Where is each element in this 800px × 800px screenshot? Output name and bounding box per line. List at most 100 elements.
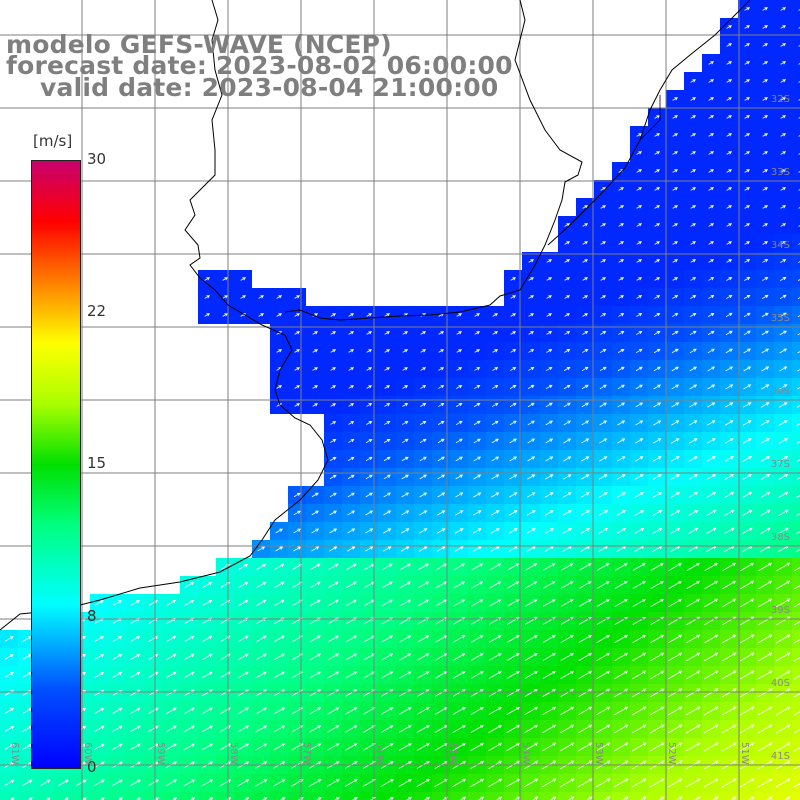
wind-arrow — [452, 689, 466, 697]
wind-arrow — [614, 581, 628, 589]
wind-arrow — [419, 438, 427, 444]
wind-arrow — [276, 295, 283, 299]
wind-speed-cell — [792, 144, 800, 162]
wind-arrow — [399, 653, 412, 661]
wind-arrow — [635, 348, 643, 354]
wind-arrow — [649, 742, 665, 752]
wind-arrow — [762, 7, 769, 11]
wind-speed-cell — [792, 324, 800, 342]
wind-speed-cell — [90, 792, 108, 800]
wind-arrow — [708, 259, 715, 263]
wind-arrow — [488, 742, 503, 752]
wind-arrow — [452, 742, 466, 751]
wind-arrow — [578, 670, 593, 680]
wind-arrow — [527, 420, 535, 426]
wind-arrow — [707, 330, 715, 336]
wind-arrow — [309, 563, 321, 571]
wind-arrow — [130, 671, 141, 679]
wind-arrow — [600, 295, 607, 299]
wind-arrow — [57, 779, 69, 787]
wind-speed-cell — [792, 612, 800, 630]
wind-arrow — [509, 420, 517, 426]
wind-arrow — [531, 796, 539, 800]
wind-arrow — [419, 456, 427, 462]
wind-arrow — [740, 562, 755, 572]
wind-arrow — [739, 652, 755, 662]
wind-arrow — [526, 546, 537, 552]
wind-arrow — [649, 724, 665, 734]
wind-arrow — [793, 711, 800, 716]
wind-arrow — [780, 187, 787, 191]
wind-arrow — [383, 456, 391, 462]
wind-arrow — [703, 778, 719, 788]
wind-arrow — [399, 671, 412, 679]
wind-arrow — [452, 778, 467, 788]
wind-arrow — [600, 331, 607, 335]
lat-label: 32S — [770, 94, 790, 105]
lat-label: 38S — [770, 532, 790, 543]
wind-arrow — [528, 259, 535, 263]
wind-arrow — [776, 598, 791, 608]
wind-speed-cell — [792, 702, 800, 720]
wind-arrow — [420, 385, 427, 389]
wind-arrow — [654, 169, 661, 173]
wind-arrow — [780, 7, 787, 11]
wind-arrow — [315, 797, 322, 800]
wind-arrow — [775, 706, 791, 716]
wind-arrow — [384, 403, 391, 407]
wind-arrow — [685, 724, 701, 734]
wind-arrow — [796, 495, 800, 499]
wind-arrow — [581, 420, 590, 426]
wind-arrow — [351, 797, 358, 800]
wind-arrow — [452, 707, 466, 715]
wind-arrow — [618, 313, 625, 317]
wind-arrow — [311, 510, 319, 516]
wind-arrow — [330, 403, 337, 407]
wind-arrow — [240, 295, 247, 299]
wind-arrow — [744, 223, 751, 227]
wind-arrow — [416, 778, 431, 787]
wind-arrow — [757, 778, 773, 788]
wind-speed-cell — [666, 792, 684, 800]
wind-arrow — [580, 492, 590, 498]
wind-arrow — [402, 349, 409, 353]
wind-arrow — [707, 366, 716, 372]
wind-arrow — [527, 402, 535, 408]
wind-arrow — [526, 528, 536, 534]
wind-arrow — [618, 259, 625, 263]
wind-arrow — [380, 725, 394, 733]
wind-speed-cell — [594, 792, 612, 800]
wind-arrow — [311, 546, 320, 552]
wind-arrow — [542, 688, 557, 697]
wind-arrow — [437, 492, 446, 498]
wind-arrow — [562, 510, 572, 516]
wind-arrow — [726, 295, 733, 299]
wind-arrow — [581, 366, 589, 372]
wind-arrow — [564, 349, 571, 353]
wind-arrow — [654, 259, 661, 263]
wind-arrow — [453, 599, 466, 607]
wind-arrow — [438, 367, 445, 371]
wind-arrow — [417, 563, 429, 571]
wind-arrow — [183, 707, 195, 715]
wind-arrow — [779, 348, 788, 354]
lon-label: 52W — [666, 742, 677, 765]
wind-arrow — [708, 205, 715, 209]
wind-speed-cell — [162, 792, 180, 800]
wind-arrow — [273, 707, 286, 715]
wind-arrow — [294, 385, 301, 389]
wind-arrow — [4, 636, 14, 642]
wind-arrow — [473, 492, 482, 498]
wind-arrow — [309, 581, 321, 589]
wind-arrow — [273, 779, 286, 787]
wind-arrow — [797, 333, 800, 336]
wind-arrow — [652, 527, 663, 535]
wind-arrow — [238, 599, 249, 607]
wind-arrow — [688, 456, 698, 462]
wind-arrow — [726, 259, 733, 263]
wind-arrow — [459, 796, 467, 800]
wind-arrow — [671, 420, 680, 426]
wind-arrow — [631, 778, 647, 788]
colorbar-tick-15: 15 — [87, 454, 107, 472]
wind-arrow — [722, 634, 737, 644]
